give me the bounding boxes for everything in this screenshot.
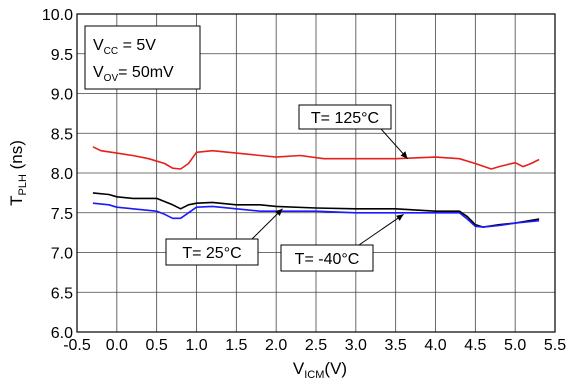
- x-tick-label: 5.0: [504, 337, 526, 354]
- condition-vov: VOV= 50mV: [93, 64, 174, 84]
- vov-main: V: [93, 64, 104, 81]
- annotation-arrowhead-0: [400, 151, 408, 159]
- y-tick-label: 8.5: [51, 126, 73, 143]
- annotation-box-1: [165, 238, 259, 266]
- x-tick-label: 0.0: [106, 337, 128, 354]
- x-tick-label: 0.5: [146, 337, 168, 354]
- x-tick-label: 2.0: [265, 337, 287, 354]
- series-line-2: [92, 202, 540, 228]
- y-tick-label: 10.0: [42, 7, 73, 24]
- annotation-box-2: [280, 244, 374, 272]
- annotation-leader-1: [251, 208, 283, 240]
- annotation-arrowhead-2: [396, 214, 404, 221]
- x-tick-label: 2.5: [305, 337, 327, 354]
- annotation-box-0: [298, 104, 392, 130]
- annotation-label-2: T= -40°C: [295, 251, 360, 268]
- y-tick-label: 8.0: [51, 166, 73, 183]
- series-line-1: [92, 192, 540, 228]
- series-line-0: [92, 146, 540, 170]
- y-axis-label: TPLH (ns): [7, 140, 29, 206]
- x-label-main: V: [293, 359, 305, 378]
- y-tick-label: 6.0: [51, 325, 73, 342]
- condition-vcc: VCC = 5V: [93, 37, 156, 57]
- conditions-frame: [84, 25, 201, 90]
- annotation-arrowhead-1: [275, 208, 283, 216]
- vcc-sub: CC: [104, 46, 118, 57]
- y-tick-label: 6.5: [51, 285, 73, 302]
- vov-sub: OV: [104, 73, 119, 84]
- vcc-main: V: [93, 37, 104, 54]
- y-label-unit: (ns): [7, 140, 26, 174]
- y-tick-labels: 6.0 6.5 7.0 7.5 8.0 8.5 9.0 9.5 10.0: [42, 7, 73, 342]
- annotations: T= 125°C T= 25°C T= -40°C: [165, 104, 408, 272]
- y-label-main: T: [7, 196, 26, 206]
- x-tick-label: 1.5: [225, 337, 247, 354]
- x-tick-label: 5.5: [544, 337, 566, 354]
- annotation-leader-2: [358, 213, 404, 246]
- x-label-sub: ICM: [304, 369, 324, 381]
- x-tick-label: 4.0: [424, 337, 446, 354]
- conditions-box: VCC = 5V VOV= 50mV: [84, 25, 201, 90]
- y-tick-label: 7.0: [51, 246, 73, 263]
- series-lines: [92, 146, 540, 228]
- x-tick-label: 3.5: [385, 337, 407, 354]
- y-tick-label: 9.5: [51, 47, 73, 64]
- x-tick-label: 4.5: [464, 337, 486, 354]
- y-label-sub: PLH: [17, 174, 29, 195]
- x-tick-label: 1.0: [185, 337, 207, 354]
- plot-frame: [76, 13, 556, 333]
- annotation-label-1: T= 25°C: [182, 245, 241, 262]
- y-tick-label: 9.0: [51, 87, 73, 104]
- x-tick-label: -0.5: [63, 337, 91, 354]
- vcc-value: = 5V: [118, 37, 156, 54]
- x-axis-label: VICM(V): [293, 359, 347, 381]
- x-label-unit: (V): [324, 359, 347, 378]
- annotation-label-0: T= 125°C: [311, 110, 379, 127]
- y-tick-label: 7.5: [51, 206, 73, 223]
- x-tick-labels: -0.5 0.0 0.5 1.0 1.5 2.0 2.5 3.0 3.5 4.0 4.5 5.0 5.5: [63, 337, 566, 354]
- vov-value: = 50mV: [118, 64, 174, 81]
- x-tick-label: 3.0: [345, 337, 367, 354]
